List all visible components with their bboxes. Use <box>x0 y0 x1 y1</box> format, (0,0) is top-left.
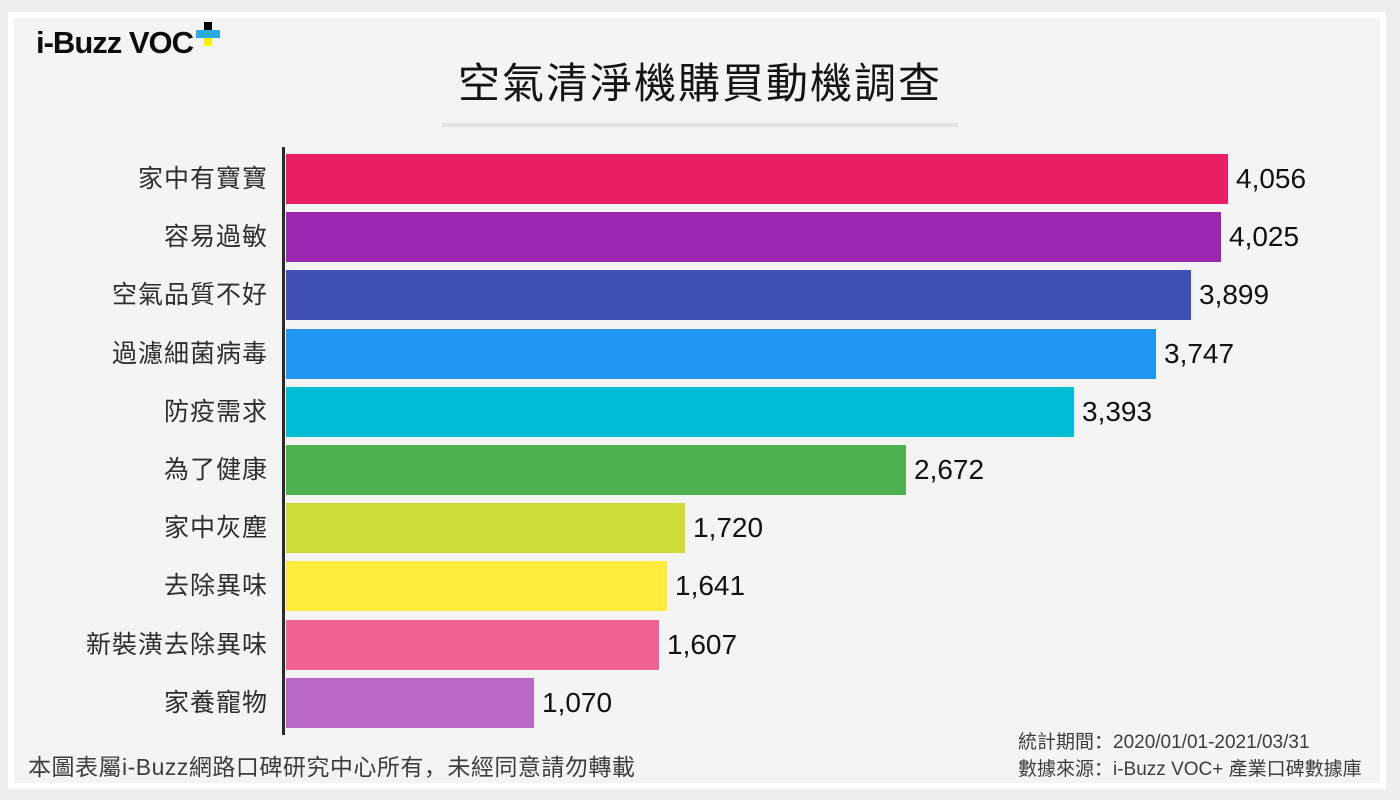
value-label: 1,607 <box>667 629 738 660</box>
bar-row: 過濾細菌病毒 3,747 <box>0 329 1400 379</box>
value-label: 1,641 <box>675 570 746 601</box>
value-label: 3,393 <box>1082 396 1153 427</box>
page-title: 空氣清淨機購買動機調查 <box>457 60 942 107</box>
stat-period-text: 統計期間：2020/01/01-2021/03/31 <box>1018 732 1310 753</box>
chart-metadata: 統計期間：2020/01/01-2021/03/31 數據來源：i-Buzz V… <box>1018 729 1362 783</box>
bar <box>286 503 685 553</box>
copyright-text: 本圖表屬i-Buzz網路口碑研究中心所有，未經同意請勿轉載 <box>28 754 636 780</box>
logo-text: i-Buzz VOC <box>36 25 194 60</box>
bar-row: 防疫需求 3,393 <box>0 387 1400 437</box>
bar-row: 去除異味 1,641 <box>0 561 1400 611</box>
category-label: 去除異味 <box>163 572 268 600</box>
bar-row: 新裝潢去除異味 1,607 <box>0 620 1400 670</box>
bar-row: 容易過敏 4,025 <box>0 212 1400 262</box>
y-axis-line <box>282 147 285 735</box>
bar-row: 空氣品質不好 3,899 <box>0 270 1400 320</box>
value-label: 4,025 <box>1229 221 1300 252</box>
bar-row: 家養寵物 1,070 <box>0 678 1400 728</box>
bar-row: 家中有寶寶 4,056 <box>0 154 1400 204</box>
category-label: 容易過敏 <box>163 223 268 251</box>
plus-icon-cell-top <box>204 22 213 30</box>
category-label: 家養寵物 <box>163 689 268 717</box>
ibuzz-voc-logo: i-Buzz VOC <box>36 22 221 60</box>
bar <box>286 212 1221 262</box>
value-label: 3,747 <box>1164 338 1235 369</box>
plus-icon-cell-left <box>196 30 205 38</box>
data-source-text: 數據來源：i-Buzz VOC+ 產業口碑數據庫 <box>1018 759 1362 780</box>
value-label: 3,899 <box>1199 279 1270 310</box>
plus-icon-cell-bottom <box>204 38 213 46</box>
value-label: 1,720 <box>693 512 764 543</box>
bar <box>286 445 906 495</box>
bar <box>286 678 534 728</box>
category-label: 為了健康 <box>163 456 268 484</box>
category-label: 防疫需求 <box>163 398 268 426</box>
bar-row: 為了健康 2,672 <box>0 445 1400 495</box>
plus-icon <box>196 22 221 46</box>
value-label: 1,070 <box>542 687 613 718</box>
bar <box>286 620 659 670</box>
bar-row: 家中灰塵 1,720 <box>0 503 1400 553</box>
category-label: 家中灰塵 <box>163 514 268 542</box>
chart-header: 空氣清淨機購買動機調查 <box>0 58 1400 127</box>
title-underline <box>442 123 958 127</box>
category-label: 過濾細菌病毒 <box>111 340 268 368</box>
plus-icon-cell-right <box>212 30 221 38</box>
bar <box>286 270 1191 320</box>
bar-chart: 家中有寶寶 4,056 容易過敏 4,025 空氣品質不好 3,899 過濾細菌病毒 3,74… <box>0 147 1400 739</box>
bar <box>286 387 1074 437</box>
category-label: 空氣品質不好 <box>111 281 268 309</box>
value-label: 4,056 <box>1236 163 1307 194</box>
category-label: 家中有寶寶 <box>137 165 268 193</box>
category-label: 新裝潢去除異味 <box>85 631 268 659</box>
bar <box>286 154 1228 204</box>
bar <box>286 561 667 611</box>
plus-icon-cell-mid <box>204 30 213 38</box>
bar <box>286 329 1156 379</box>
value-label: 2,672 <box>914 454 985 485</box>
